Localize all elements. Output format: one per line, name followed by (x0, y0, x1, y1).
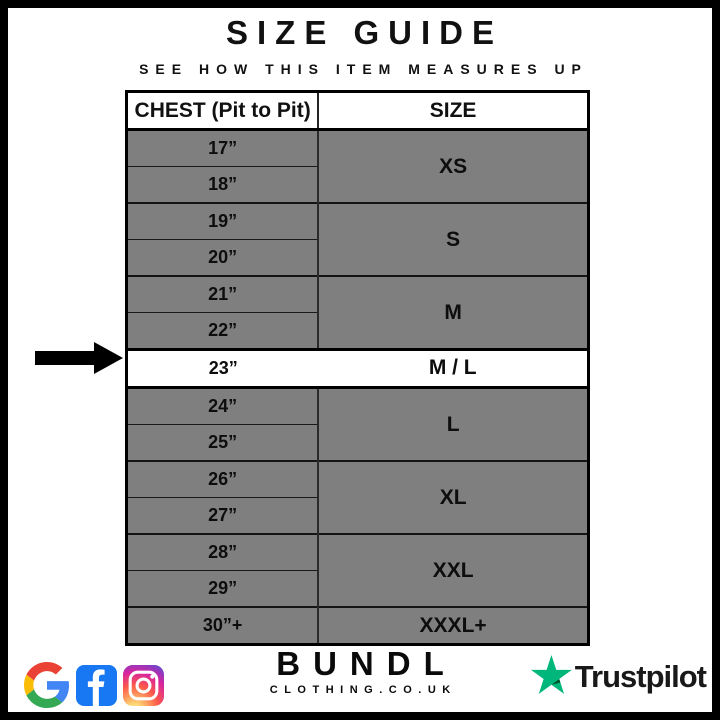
trustpilot-wordmark: Trustpilot (574, 658, 707, 694)
table-row: 25” (126, 424, 589, 461)
facebook-icon[interactable] (76, 664, 117, 706)
chest-value: 22” (126, 312, 320, 350)
size-table: CHEST (Pit to Pit) SIZE 17” XS 18” 19” S 20” 2… (125, 90, 590, 646)
social-links (24, 662, 164, 708)
table-row: 17” XS (126, 128, 589, 203)
table-row: 19” S (126, 202, 589, 276)
size-value: XXL (318, 533, 589, 607)
arrow-head (94, 342, 123, 374)
size-value: S (318, 202, 589, 276)
chest-value: 24” (126, 386, 320, 425)
column-header-chest: CHEST (Pit to Pit) (126, 91, 320, 131)
chest-value: 26” (126, 460, 320, 498)
table-row: 22” (126, 312, 589, 350)
google-icon[interactable] (24, 662, 70, 708)
chest-value: 18” (126, 166, 320, 203)
chest-value: 19” (126, 202, 320, 240)
table-row: 18” (126, 166, 589, 203)
chest-value: 28” (126, 533, 320, 571)
table-row: 26” XL (126, 460, 589, 534)
table-row: 28” XXL (126, 533, 589, 607)
table-row-highlight: 23” M / L (126, 348, 589, 389)
size-value: XL (318, 460, 589, 534)
size-value: XS (318, 128, 589, 203)
table-header-row: CHEST (Pit to Pit) SIZE (126, 91, 589, 131)
page-title: SIZE GUIDE (225, 14, 504, 51)
table-row: 27” (126, 497, 589, 534)
arrow-shaft (35, 351, 95, 365)
highlight-cell: 23” M / L (126, 348, 589, 389)
size-value: M (318, 275, 589, 350)
size-table-body: 17” XS 18” 19” S 20” 21” M 22” 23” M / L 24” L 25” 26”… (126, 128, 589, 645)
chest-value: 21” (126, 275, 320, 313)
size-value: M / L (428, 355, 477, 379)
trustpilot-star-icon (530, 654, 572, 699)
chest-value: 25” (126, 424, 320, 461)
highlight-arrow-icon (35, 342, 123, 374)
table-row: 21” M (126, 275, 589, 350)
column-header-size: SIZE (318, 91, 589, 131)
trustpilot-logo[interactable]: Trustpilot (530, 654, 707, 699)
chest-value: 23” (208, 357, 238, 378)
size-value: XXXL+ (318, 606, 589, 645)
chest-value: 20” (126, 239, 320, 276)
brand-domain: CLOTHING.CO.UK (269, 684, 457, 696)
table-row: 24” L (126, 386, 589, 461)
brand-name: BUNDL (276, 645, 457, 682)
table-row: 30”+ XXXL+ (126, 606, 589, 645)
chest-value: 27” (126, 497, 320, 534)
instagram-icon[interactable] (123, 664, 164, 706)
chest-value: 30”+ (126, 606, 320, 645)
table-row: 29” (126, 570, 589, 607)
size-value: L (318, 386, 589, 461)
page-subtitle: SEE HOW THIS ITEM MEASURES UP (139, 61, 588, 77)
chest-value: 17” (126, 128, 320, 167)
table-row: 20” (126, 239, 589, 276)
chest-value: 29” (126, 570, 320, 607)
brand-logo: BUNDL CLOTHING.CO.UK (8, 647, 712, 696)
